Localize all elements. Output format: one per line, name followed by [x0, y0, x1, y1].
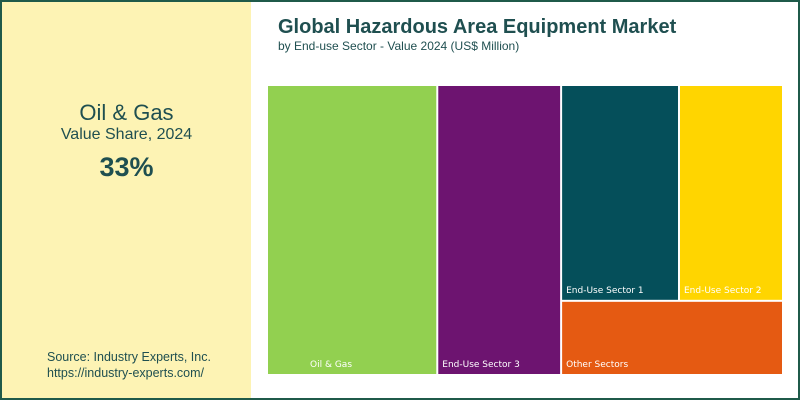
tile-label-other-sectors: Other Sectors: [566, 360, 628, 370]
tile-end-use-sector-2: [679, 86, 782, 300]
chart-title: Global Hazardous Area Equipment Market: [278, 16, 677, 38]
tile-other-sectors: [562, 301, 782, 374]
highlight-value: 33%: [99, 152, 154, 182]
tile-end-use-sector-1: [562, 86, 678, 300]
highlight-panel: Oil & Gas Value Share, 2024 33% Source: …: [2, 2, 251, 398]
tile-oil-gas: [268, 86, 437, 374]
source-line: Source: Industry Experts, Inc.: [47, 350, 211, 364]
highlight-label: Value Share, 2024: [60, 126, 193, 143]
source-url[interactable]: https://industry-experts.com/: [47, 366, 205, 380]
tile-label-end-use-sector-2: End-Use Sector 2: [684, 286, 762, 296]
chart-subtitle: by End-use Sector - Value 2024 (US$ Mill…: [278, 39, 520, 53]
tile-end-use-sector-3: [438, 86, 561, 374]
tile-label-end-use-sector-1: End-Use Sector 1: [566, 286, 644, 296]
tile-label-end-use-sector-3: End-Use Sector 3: [442, 360, 520, 370]
highlight-segment: Oil & Gas: [79, 100, 174, 125]
tile-label-oil-gas: Oil & Gas: [310, 360, 352, 370]
